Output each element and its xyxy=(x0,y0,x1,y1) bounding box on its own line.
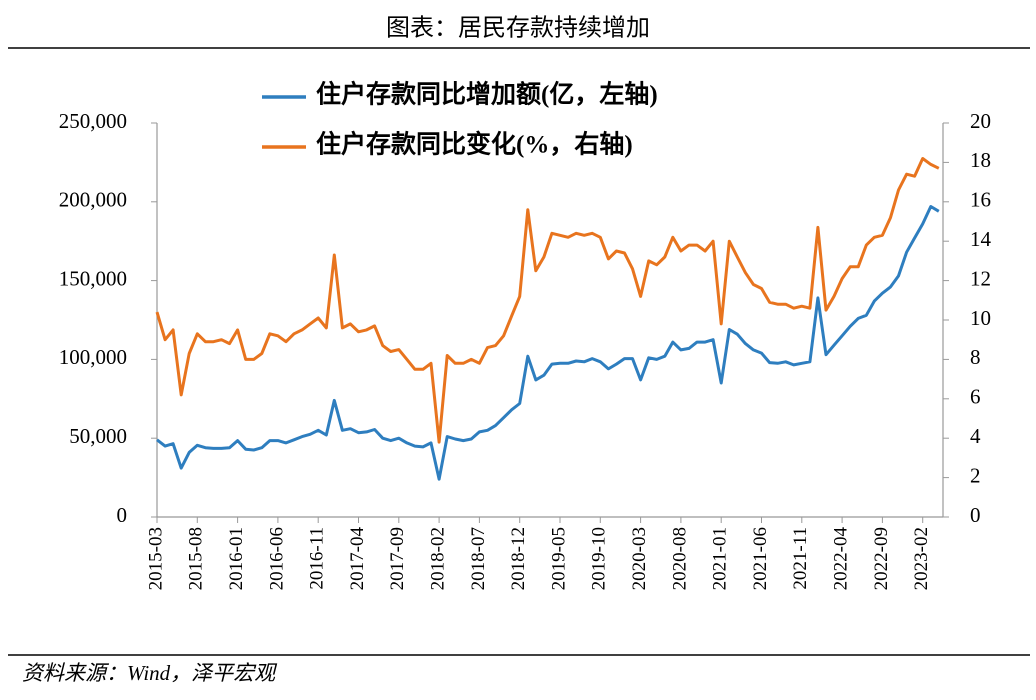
x-tick-label: 2018-12 xyxy=(508,527,529,590)
y2-tick-label: 2 xyxy=(970,463,981,487)
y2-tick-label: 12 xyxy=(970,266,991,290)
x-tick-label: 2015-08 xyxy=(186,527,207,590)
y2-tick-label: 0 xyxy=(970,503,981,527)
x-tick-label: 2019-05 xyxy=(548,527,569,590)
x-tick-label: 2018-02 xyxy=(427,527,448,590)
x-tick-label: 2016-01 xyxy=(226,527,247,590)
y2-tick-label: 20 xyxy=(970,109,991,133)
source: 资料来源：Wind，泽平宏观 xyxy=(22,661,278,685)
legend-label: 住户存款同比变化(%，右轴) xyxy=(316,130,633,159)
y2-tick-label: 16 xyxy=(970,188,991,212)
legend-label: 住户存款同比增加额(亿，左轴) xyxy=(316,80,658,109)
x-tick-label: 2016-11 xyxy=(307,527,328,590)
y-tick-label: 100,000 xyxy=(59,345,127,369)
y-tick-label: 250,000 xyxy=(59,109,127,133)
x-tick-label: 2018-07 xyxy=(468,527,489,590)
y2-tick-label: 18 xyxy=(970,148,991,172)
x-tick-label: 2019-10 xyxy=(589,527,610,590)
x-tick-label: 2023-02 xyxy=(911,527,932,590)
chart-title: 图表：居民存款持续增加 xyxy=(386,15,650,42)
series-line xyxy=(156,205,940,481)
y-tick-label: 0 xyxy=(117,503,128,527)
x-tick-label: 2020-03 xyxy=(629,527,650,590)
series-line xyxy=(155,157,940,444)
x-tick-label: 2021-06 xyxy=(750,527,771,590)
x-tick-label: 2017-09 xyxy=(387,527,408,590)
x-tick-label: 2021-11 xyxy=(790,527,811,590)
y2-tick-label: 4 xyxy=(970,424,981,448)
y-tick-label: 50,000 xyxy=(69,424,127,448)
x-tick-label: 2022-04 xyxy=(830,527,851,591)
x-tick-label: 2020-08 xyxy=(669,527,690,590)
y2-tick-label: 8 xyxy=(970,345,981,369)
x-tick-label: 2021-01 xyxy=(710,527,731,590)
y2-tick-label: 14 xyxy=(970,227,992,251)
y2-tick-label: 10 xyxy=(970,306,991,330)
x-tick-label: 2017-04 xyxy=(347,527,368,591)
y-tick-label: 200,000 xyxy=(59,188,127,212)
x-tick-label: 2015-03 xyxy=(145,527,166,590)
x-tick-label: 2022-09 xyxy=(871,527,892,590)
y-tick-label: 150,000 xyxy=(59,266,127,290)
y2-tick-label: 6 xyxy=(970,385,981,409)
x-tick-label: 2016-06 xyxy=(266,527,287,590)
